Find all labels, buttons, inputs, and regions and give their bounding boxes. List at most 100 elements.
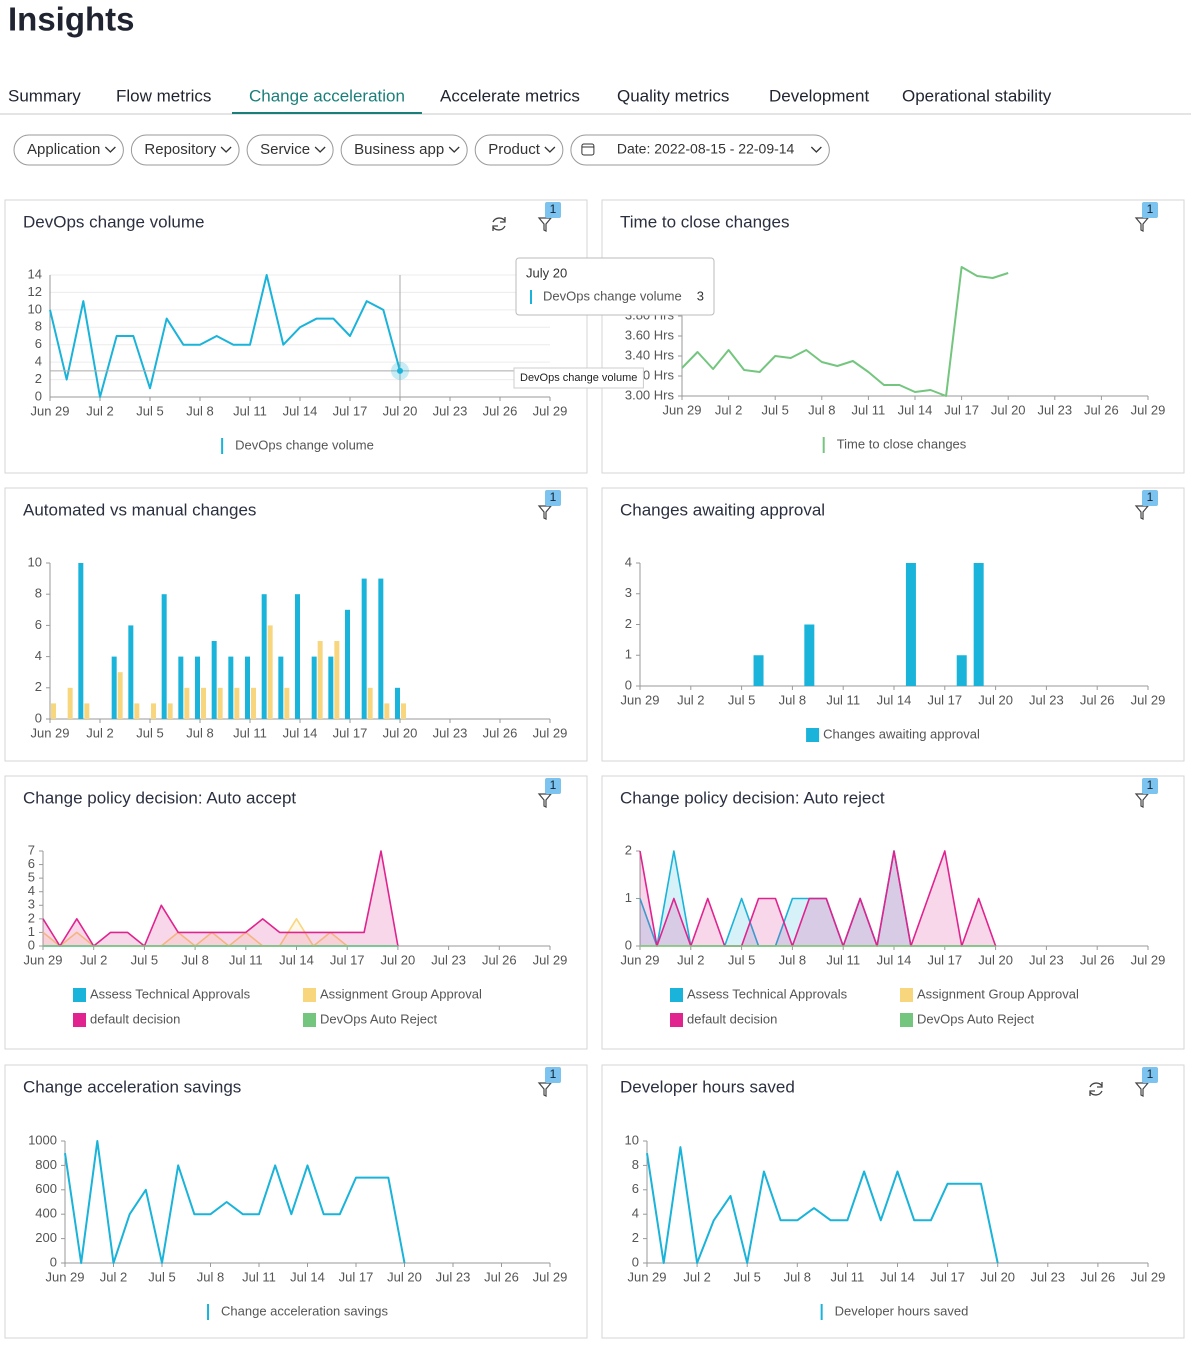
x-tick-label: Jul 29 <box>533 725 568 740</box>
bar <box>345 609 350 719</box>
chevron <box>314 146 326 153</box>
x-tick-label: Jul 8 <box>197 1269 224 1284</box>
bar <box>178 656 184 719</box>
card <box>4 775 588 1050</box>
tab[interactable]: Operational stability <box>902 86 1052 105</box>
x-tick-label: Jun 29 <box>30 403 69 418</box>
y-tick-label: 8 <box>632 1157 639 1172</box>
tab[interactable]: Summary <box>8 86 81 105</box>
line <box>64 1140 406 1264</box>
x-tick-label: Jul 17 <box>927 952 962 967</box>
tab[interactable]: Quality metrics <box>617 86 729 105</box>
card-title: Change policy decision: Auto accept <box>23 788 296 807</box>
area-line <box>42 850 399 947</box>
filter-label: Business app <box>354 141 444 158</box>
x-tick-label: Jul 23 <box>431 952 466 967</box>
bar <box>201 687 206 719</box>
filter-pill[interactable] <box>340 134 468 166</box>
filter-badge-count: 1 <box>550 778 557 792</box>
x-tick-label: Jul 11 <box>852 402 886 417</box>
x-tick-label: Jul 2 <box>677 952 704 967</box>
x-tick-label: Jul 17 <box>330 952 365 967</box>
x-tick-label: Jun 29 <box>620 952 659 967</box>
tooltip-title: July 20 <box>526 265 567 280</box>
x-tick-label: Jul 14 <box>880 1269 915 1284</box>
filter-badge-count: 1 <box>1147 1067 1154 1081</box>
y-tick-label: 6 <box>28 856 35 871</box>
x-tick-label: Jul 5 <box>728 692 755 707</box>
filter-pill[interactable] <box>13 134 124 166</box>
y-tick-label: 0 <box>28 937 35 952</box>
legend-label: Assess Technical Approvals <box>687 986 848 1001</box>
x-tick-label: Jul 8 <box>779 952 806 967</box>
refresh-icon[interactable] <box>492 217 506 231</box>
x-tick-label: Jul 14 <box>877 692 912 707</box>
filter-badge-count: 1 <box>1147 202 1154 216</box>
card-title: Changes awaiting approval <box>620 500 825 519</box>
tooltip-series: DevOps change volume <box>543 288 682 303</box>
tooltip-marker <box>530 290 532 304</box>
bar <box>278 656 284 719</box>
y-tick-label: 4 <box>625 554 632 569</box>
x-tick-label: Jul 29 <box>533 403 568 418</box>
legend-marker <box>670 988 683 1002</box>
y-tick-label: 14 <box>28 266 42 281</box>
y-tick-label: 0 <box>625 677 632 692</box>
legend-label: Assignment Group Approval <box>320 986 482 1001</box>
bar <box>245 656 250 719</box>
filter-badge-count: 1 <box>550 1067 557 1081</box>
bar <box>973 563 984 686</box>
card <box>601 487 1185 762</box>
card <box>601 775 1185 1050</box>
line <box>681 266 1009 397</box>
x-tick-label: Jun 29 <box>45 1269 84 1284</box>
tab[interactable]: Development <box>769 86 869 105</box>
x-tick-label: Jul 2 <box>683 1269 710 1284</box>
y-tick-label: 4 <box>632 1206 639 1221</box>
x-tick-label: Jul 26 <box>483 725 518 740</box>
y-tick-label: 8 <box>35 586 42 601</box>
x-tick-label: Jul 26 <box>483 403 518 418</box>
filter-pill[interactable] <box>474 134 564 166</box>
x-tick-label: Jul 26 <box>1084 402 1119 417</box>
x-tick-label: Jul 11 <box>831 1269 865 1284</box>
page-title: Insights <box>8 1 135 38</box>
y-tick-label: 0 <box>50 1254 57 1269</box>
filter-pill[interactable] <box>130 134 240 166</box>
y-tick-label: 600 <box>35 1181 57 1196</box>
x-tick-label: Jul 5 <box>136 725 163 740</box>
x-tick-label: Jul 2 <box>86 403 113 418</box>
tab[interactable]: Accelerate metrics <box>440 86 580 105</box>
x-tick-label: Jul 20 <box>381 952 416 967</box>
x-tick-label: Jun 29 <box>662 402 701 417</box>
bar <box>151 703 156 719</box>
bar <box>295 594 300 719</box>
x-tick-label: Jul 8 <box>808 402 835 417</box>
y-tick-label: 3.00 Hrs <box>625 387 675 402</box>
bar <box>228 656 234 719</box>
filter-pill[interactable] <box>246 134 334 166</box>
x-tick-label: Jul 20 <box>991 402 1026 417</box>
legend-label: Time to close changes <box>837 436 967 451</box>
chevron <box>810 146 822 153</box>
x-tick-label: Jul 2 <box>100 1269 127 1284</box>
x-tick-label: Jul 20 <box>980 1269 1015 1284</box>
legend-label: DevOps change volume <box>235 437 374 452</box>
tab[interactable]: Change acceleration <box>249 86 405 105</box>
legend-label: DevOps Auto Reject <box>320 1011 437 1026</box>
x-tick-label: Jul 5 <box>733 1269 760 1284</box>
bar <box>111 656 117 719</box>
tooltip-value: 3 <box>697 288 704 303</box>
refresh-icon[interactable] <box>1089 1082 1103 1096</box>
y-tick-label: 0 <box>625 937 632 952</box>
x-tick-label: Jul 8 <box>181 952 208 967</box>
filter-pill[interactable] <box>570 134 830 166</box>
y-tick-label: 8 <box>35 319 42 334</box>
x-tick-label: Jul 29 <box>1131 952 1166 967</box>
bar <box>804 624 815 686</box>
line <box>49 274 401 398</box>
x-tick-label: Jul 20 <box>383 403 418 418</box>
y-tick-label: 4 <box>35 354 42 369</box>
tab[interactable]: Flow metrics <box>116 86 211 105</box>
area-fill <box>43 851 398 946</box>
